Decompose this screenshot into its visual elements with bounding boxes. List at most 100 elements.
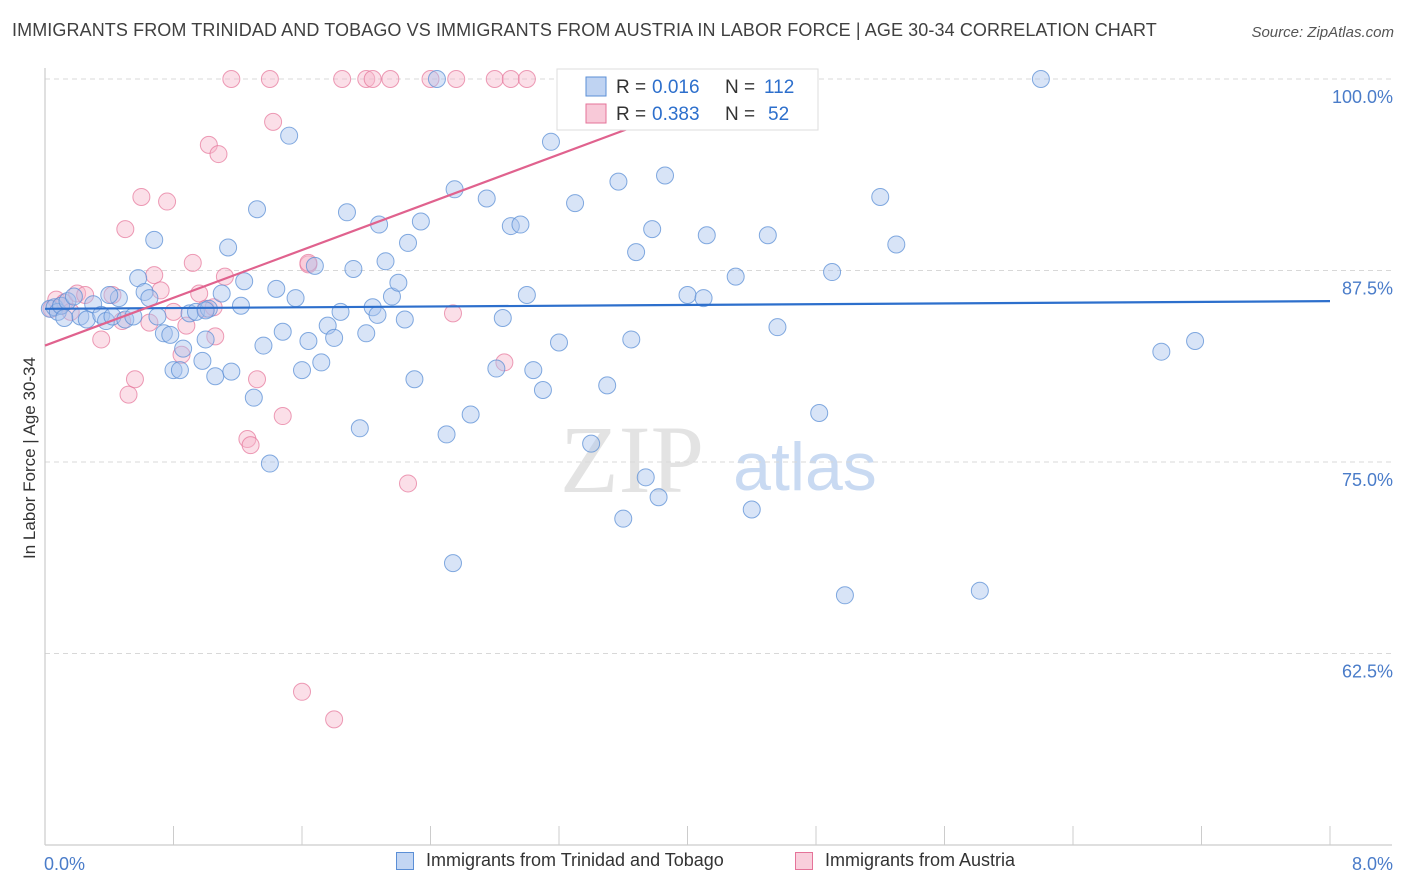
point-trinidad-44 xyxy=(299,331,318,350)
point-austria-17 xyxy=(158,192,177,211)
point-trinidad-20 xyxy=(161,325,180,344)
stats-swatch-pink xyxy=(585,103,607,124)
series-austria-points xyxy=(42,70,536,729)
point-trinidad-86 xyxy=(649,488,668,507)
point-trinidad-105 xyxy=(55,308,74,327)
point-trinidad-22 xyxy=(170,361,189,380)
tick-labels: 62.5% 75.0% 87.5% 100.0% 0.0% 8.0% xyxy=(44,87,1393,874)
point-trinidad-30 xyxy=(212,284,231,303)
point-trinidad-96 xyxy=(810,403,829,422)
point-austria-32 xyxy=(248,370,267,389)
point-trinidad-61 xyxy=(395,310,414,329)
stats-n-value-pink: 52 xyxy=(768,104,789,125)
point-austria-40 xyxy=(333,70,352,88)
point-trinidad-74 xyxy=(533,380,552,399)
point-trinidad-93 xyxy=(758,226,777,245)
point-trinidad-80 xyxy=(609,172,628,191)
point-trinidad-75 xyxy=(541,132,560,151)
point-trinidad-12 xyxy=(109,289,128,308)
watermark-atlas: atlas xyxy=(733,429,877,505)
point-trinidad-7 xyxy=(77,310,96,329)
point-trinidad-85 xyxy=(643,220,662,239)
point-trinidad-19 xyxy=(154,324,173,343)
x-tick-label-1: 8.0% xyxy=(1352,854,1393,874)
point-trinidad-46 xyxy=(312,353,331,372)
point-trinidad-62 xyxy=(405,370,424,389)
point-trinidad-70 xyxy=(501,217,520,236)
point-austria-44 xyxy=(399,474,418,493)
point-trinidad-79 xyxy=(598,376,617,395)
watermark-zip: ZIP xyxy=(560,406,704,513)
point-trinidad-29 xyxy=(206,367,225,386)
legend-label-trinidad: Immigrants from Trinidad and Tobago xyxy=(426,850,724,870)
trend-line-trinidad xyxy=(44,300,1331,310)
point-trinidad-45 xyxy=(305,256,324,275)
point-austria-24 xyxy=(199,135,218,154)
stats-r-value-blue: 0.016 xyxy=(652,77,700,98)
point-austria-31 xyxy=(241,436,260,455)
point-trinidad-73 xyxy=(524,361,543,380)
watermark: ZIP atlas xyxy=(560,406,877,513)
grid xyxy=(45,78,1392,654)
point-trinidad-82 xyxy=(622,330,641,349)
axes xyxy=(44,68,1392,846)
point-trinidad-18 xyxy=(148,307,167,326)
point-austria-13 xyxy=(132,187,151,206)
legend-item-trinidad: Immigrants from Trinidad and Tobago xyxy=(396,850,724,871)
point-trinidad-9 xyxy=(92,305,111,324)
chart-title: IMMIGRANTS FROM TRINIDAD AND TOBAGO VS I… xyxy=(12,20,1157,40)
y-tick-label-1: 75.0% xyxy=(1342,470,1393,490)
point-trinidad-32 xyxy=(222,362,241,381)
point-austria-7 xyxy=(92,330,111,349)
point-trinidad-39 xyxy=(267,279,286,298)
point-trinidad-63 xyxy=(427,70,446,88)
stats-swatch-blue xyxy=(585,76,607,97)
point-trinidad-35 xyxy=(244,388,263,407)
point-trinidad-67 xyxy=(477,189,496,208)
point-trinidad-34 xyxy=(235,272,254,291)
point-austria-41 xyxy=(357,70,376,88)
point-austria-50 xyxy=(517,70,536,88)
point-trinidad-87 xyxy=(656,166,675,185)
point-austria-36 xyxy=(293,682,311,701)
point-trinidad-68 xyxy=(487,359,506,378)
point-austria-34 xyxy=(264,112,283,131)
point-austria-21 xyxy=(183,253,202,272)
point-austria-49 xyxy=(501,70,520,88)
point-trinidad-72 xyxy=(517,286,536,305)
point-trinidad-21 xyxy=(164,361,183,380)
point-trinidad-15 xyxy=(135,282,154,301)
point-trinidad-106 xyxy=(100,286,119,305)
chart-source: Source: ZipAtlas.com xyxy=(1251,24,1394,41)
point-trinidad-77 xyxy=(566,194,585,213)
point-trinidad-36 xyxy=(248,200,267,219)
x-tick-label-0: 0.0% xyxy=(44,854,85,874)
trend-line-austria xyxy=(44,111,672,347)
stats-r-label-pink: R = xyxy=(616,104,646,125)
point-trinidad-92 xyxy=(742,500,761,519)
point-trinidad-53 xyxy=(357,324,376,343)
point-trinidad-103 xyxy=(1152,342,1171,361)
point-trinidad-43 xyxy=(293,361,311,380)
point-trinidad-66 xyxy=(461,405,480,424)
point-trinidad-99 xyxy=(871,187,890,206)
y-tick-label-0: 62.5% xyxy=(1342,662,1393,682)
point-trinidad-100 xyxy=(887,235,906,254)
point-trinidad-52 xyxy=(350,419,369,438)
point-austria-48 xyxy=(485,70,504,88)
point-austria-15 xyxy=(145,266,164,285)
point-trinidad-51 xyxy=(344,259,363,278)
point-trinidad-40 xyxy=(273,322,292,341)
point-austria-47 xyxy=(447,70,466,88)
legend-item-austria: Immigrants from Austria xyxy=(795,850,1015,871)
point-austria-33 xyxy=(260,70,279,88)
point-austria-43 xyxy=(381,70,400,88)
point-trinidad-17 xyxy=(145,230,164,249)
point-trinidad-81 xyxy=(614,509,633,528)
legend-swatch-trinidad xyxy=(396,851,414,870)
point-trinidad-109 xyxy=(443,554,462,573)
point-trinidad-59 xyxy=(399,233,418,252)
point-trinidad-84 xyxy=(636,468,655,487)
stats-n-label-blue: N = xyxy=(725,77,755,98)
